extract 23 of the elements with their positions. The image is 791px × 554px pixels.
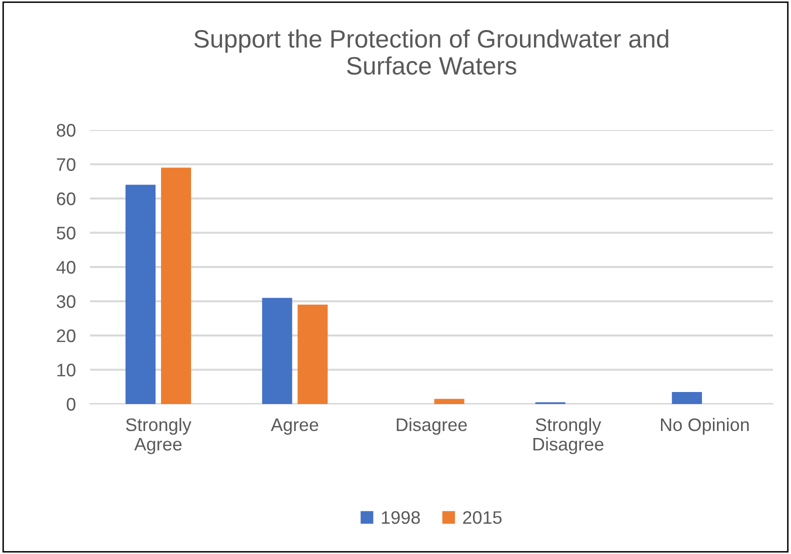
- x-tick-label: Strongly Agree: [126, 418, 192, 454]
- y-tick-label: 80: [56, 124, 76, 137]
- y-tick-label: 20: [56, 329, 76, 342]
- bar: [161, 168, 192, 404]
- x-tick-label: Disagree: [396, 418, 467, 435]
- bar: [298, 304, 328, 404]
- y-tick-label: 0: [66, 398, 76, 411]
- y-tick-label: 10: [57, 364, 76, 376]
- x-tick-label: No Opinion: [661, 418, 749, 435]
- legend-label: 2015: [463, 511, 502, 524]
- bar: [126, 184, 156, 404]
- y-tick-label: 40: [56, 260, 76, 274]
- legend-label: 1998: [382, 511, 420, 524]
- y-tick-label: 60: [56, 192, 76, 206]
- x-tick-label: Agree: [270, 418, 318, 435]
- bar: [672, 392, 702, 404]
- bar: [434, 398, 464, 404]
- y-tick-label: 30: [56, 295, 76, 308]
- x-tick-label: Strongly Disagree: [533, 418, 604, 454]
- bar: [262, 298, 292, 404]
- chart-title: Support the Protection of Groundwater and Surface Waters: [194, 29, 668, 75]
- y-tick-label: 50: [56, 226, 76, 240]
- y-tick-label: 70: [56, 158, 76, 171]
